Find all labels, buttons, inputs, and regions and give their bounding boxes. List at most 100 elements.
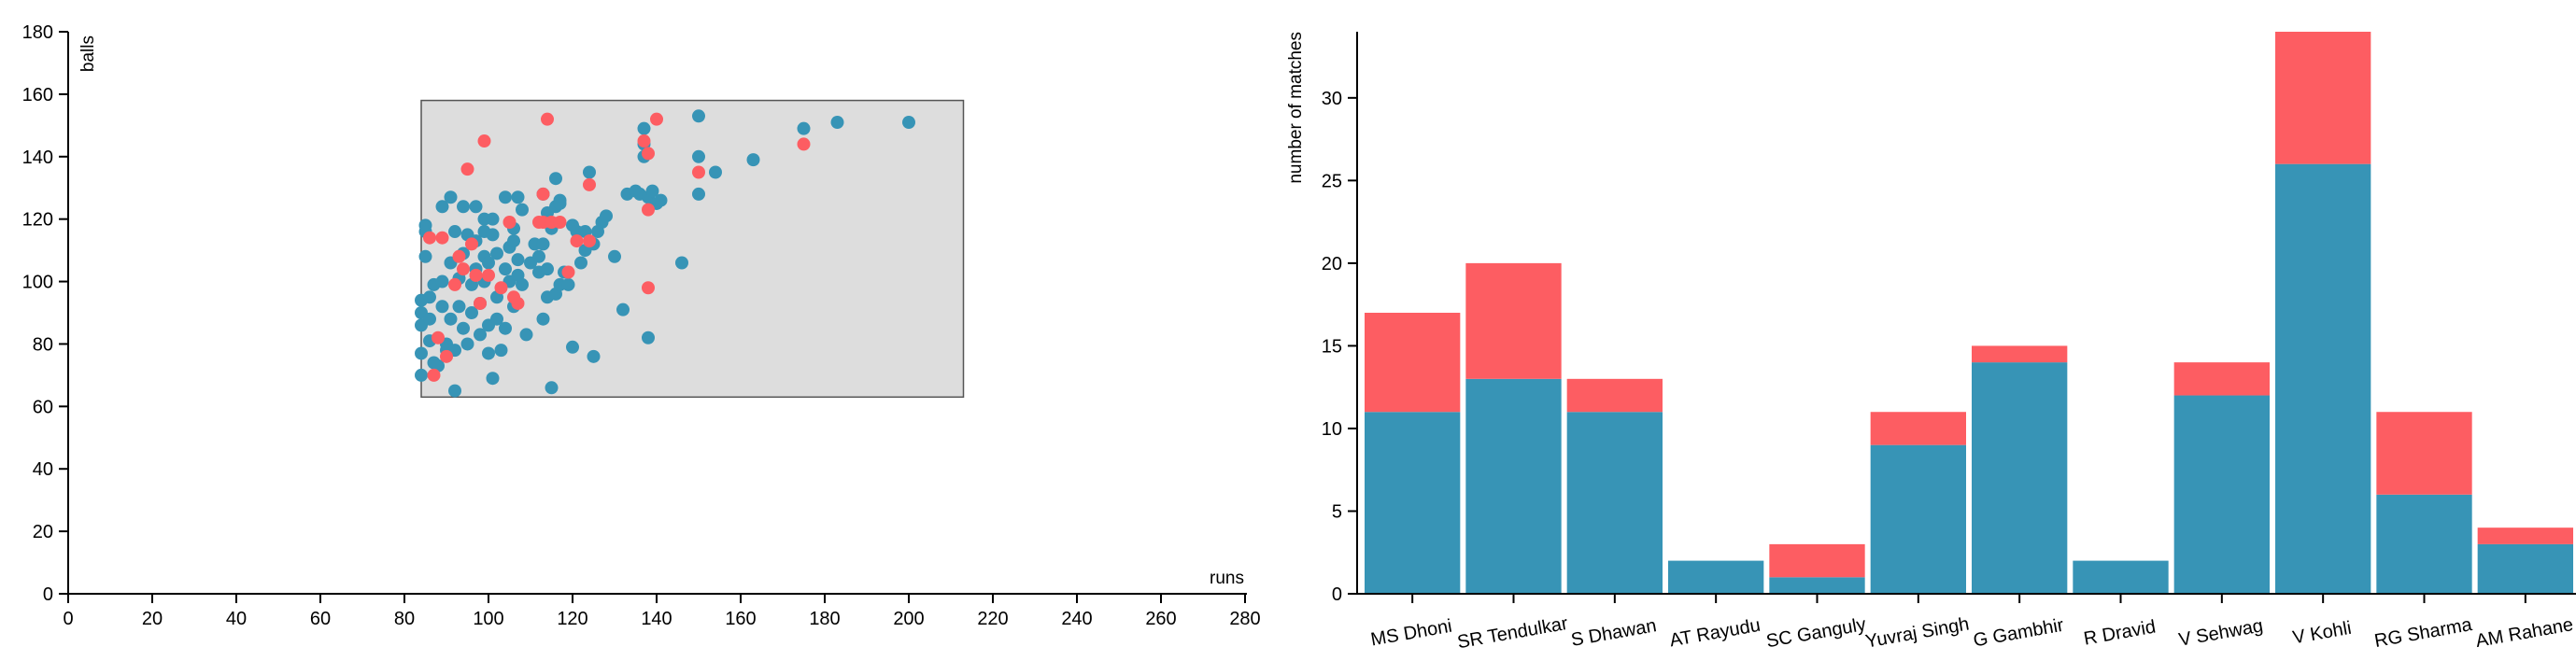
scatter-point[interactable] [435,300,449,314]
bar-segment[interactable] [2173,395,2270,594]
bar-segment[interactable] [1972,362,2068,594]
scatter-point[interactable] [642,147,655,161]
scatter-point[interactable] [448,277,461,291]
scatter-point[interactable] [460,337,474,351]
scatter-point[interactable] [511,253,525,267]
scatter-point[interactable] [536,312,550,326]
scatter-point[interactable] [583,234,596,248]
scatter-point[interactable] [746,153,760,167]
scatter-point[interactable] [415,368,428,382]
bar-segment[interactable] [1769,577,1865,594]
scatter-point[interactable] [608,249,621,263]
scatter-point[interactable] [545,381,559,395]
scatter-point[interactable] [536,237,550,251]
scatter-point[interactable] [511,190,525,204]
scatter-point[interactable] [474,328,487,342]
scatter-point[interactable] [457,262,470,276]
bar-segment[interactable] [1668,560,1764,594]
bar-segment[interactable] [1465,262,1562,379]
bar-segment[interactable] [2477,543,2573,594]
bar-segment[interactable] [2073,560,2169,594]
scatter-point[interactable] [541,262,554,276]
scatter-point[interactable] [692,109,705,123]
bar-segment[interactable] [2376,412,2472,495]
bar-segment[interactable] [2477,527,2573,544]
scatter-point[interactable] [553,216,567,230]
scatter-point[interactable] [499,190,512,204]
scatter-point[interactable] [650,112,663,126]
scatter-point[interactable] [511,296,525,310]
scatter-point[interactable] [457,200,470,214]
scatter-point[interactable] [435,200,449,214]
bar-segment[interactable] [1566,378,1663,413]
scatter-point[interactable] [482,268,495,282]
scatter-point[interactable] [536,187,550,201]
scatter-point[interactable] [457,321,470,335]
scatter-point[interactable] [541,112,554,126]
scatter-point[interactable] [692,149,705,163]
bar-segment[interactable] [1465,378,1562,594]
scatter-point[interactable] [574,256,587,270]
scatter-point[interactable] [502,216,517,230]
scatter-point[interactable] [600,209,613,223]
scatter-point[interactable] [902,115,915,129]
scatter-point[interactable] [519,328,533,342]
scatter-point[interactable] [494,281,508,295]
scatter-point[interactable] [486,372,500,386]
scatter-point[interactable] [482,346,495,360]
scatter-point[interactable] [709,165,722,179]
scatter-point[interactable] [482,256,495,270]
scatter-point[interactable] [516,277,529,291]
scatter-point[interactable] [477,134,491,148]
scatter-point[interactable] [587,349,601,363]
scatter-point[interactable] [452,249,466,263]
scatter-point[interactable] [494,344,508,358]
scatter-point[interactable] [465,306,478,319]
scatter-point[interactable] [642,203,655,217]
scatter-point[interactable] [423,231,436,245]
scatter-point[interactable] [469,268,483,282]
scatter-point[interactable] [830,115,844,129]
bar-segment[interactable] [2376,494,2472,594]
scatter-point[interactable] [415,346,428,360]
scatter-point[interactable] [435,231,449,245]
scatter-point[interactable] [490,312,503,326]
bar-segment[interactable] [1566,412,1663,594]
scatter-point[interactable] [490,246,503,260]
scatter-point[interactable] [642,281,655,295]
scatter-point[interactable] [797,121,811,135]
scatter-point[interactable] [435,274,449,288]
scatter-point[interactable] [566,340,579,354]
bar-segment[interactable] [1870,444,1966,594]
scatter-point[interactable] [499,262,512,276]
scatter-point[interactable] [486,212,500,226]
scatter-point[interactable] [516,203,529,217]
scatter-point[interactable] [460,162,474,176]
scatter-point[interactable] [583,165,596,179]
scatter-point[interactable] [427,368,441,382]
scatter-point[interactable] [452,300,466,314]
scatter-point[interactable] [465,237,478,251]
scatter-point[interactable] [444,190,458,204]
bar-segment[interactable] [1972,345,2068,363]
bar-segment[interactable] [1365,313,1461,413]
scatter-point[interactable] [444,312,458,326]
bar-segment[interactable] [1769,543,1865,578]
scatter-point[interactable] [432,330,445,345]
scatter-point[interactable] [440,349,453,363]
scatter-point[interactable] [637,121,651,135]
scatter-point[interactable] [423,312,436,326]
scatter-point[interactable] [561,265,575,279]
bar-segment[interactable] [2275,32,2371,164]
scatter-point[interactable] [448,384,461,398]
bar-segment[interactable] [1365,412,1461,594]
scatter-point[interactable] [486,228,500,242]
scatter-point[interactable] [642,330,655,345]
scatter-point[interactable] [469,200,483,214]
scatter-point[interactable] [616,302,630,316]
scatter-point[interactable] [532,249,545,263]
scatter-point[interactable] [418,249,432,263]
scatter-point[interactable] [561,277,575,291]
bar-segment[interactable] [2173,362,2270,396]
scatter-point[interactable] [675,256,688,270]
